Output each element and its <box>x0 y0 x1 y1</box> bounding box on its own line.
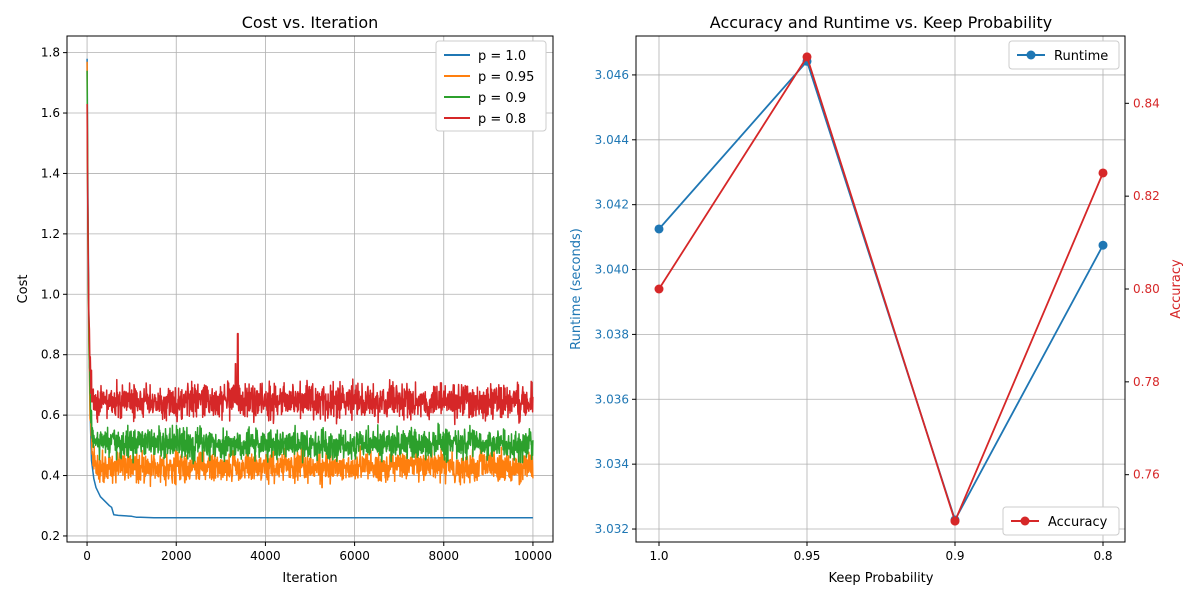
runtime-tick-label: 3.042 <box>595 198 629 212</box>
cost-x-tick-label: 4000 <box>250 549 281 563</box>
cost-x-tick-label: 8000 <box>428 549 459 563</box>
accuracy-series-line <box>658 54 1104 524</box>
accuracy-legend-box <box>1002 506 1120 536</box>
cost-y-tick-label: 1.2 <box>41 227 60 241</box>
cost-legend: p = 1.0 p = 0.95 p = 0.9 p = 0.8 <box>435 40 547 132</box>
cost-grid <box>67 36 553 542</box>
accuracy-tick-label: 0.80 <box>1133 282 1160 296</box>
cost-chart: 0 2000 4000 6000 8000 10000 0.2 0.4 0.6 0.8 1.0 1.2… <box>16 13 554 586</box>
cost-series-line <box>86 70 534 465</box>
cost-x-tick-label: 6000 <box>339 549 370 563</box>
runtime-tick-label: 3.040 <box>595 263 629 277</box>
runtime-tick-label: 3.046 <box>595 68 629 82</box>
accuracy-runtime-chart: 1.0 0.95 0.9 0.8 3.032 3.034 3.036 3.038 3.040 3.… <box>569 13 1184 586</box>
keep-prob-tick-label: 0.9 <box>945 549 964 563</box>
cost-series-line <box>86 61 534 489</box>
cost-y-axis-label: Cost <box>16 275 31 304</box>
accuracy-tick-label: 0.76 <box>1133 468 1160 482</box>
runtime-tick-label: 3.044 <box>595 133 629 147</box>
runtime-tick-label: 3.034 <box>595 457 629 471</box>
cost-series-line <box>86 103 534 426</box>
cost-y-tick-label: 1.8 <box>41 46 60 60</box>
accuracy-tick-label: 0.78 <box>1133 375 1160 389</box>
cost-legend-label: p = 0.8 <box>478 112 526 127</box>
cost-y-tick-label: 0.4 <box>41 469 60 483</box>
accuracy-legend-label: Accuracy <box>1048 515 1108 530</box>
accuracy-tick-label: 0.84 <box>1133 96 1160 110</box>
cost-y-tick-label: 0.2 <box>41 529 60 543</box>
accuracy-tick-label: 0.82 <box>1133 189 1160 203</box>
accuracy-runtime-chart-title: Accuracy and Runtime vs. Keep Probabilit… <box>710 13 1052 32</box>
cost-x-tick-label: 2000 <box>161 549 192 563</box>
cost-ticks: 0 2000 4000 6000 8000 10000 0.2 0.4 0.6 0.8 1.0 1.2… <box>41 46 552 563</box>
accuracy-point <box>802 52 812 62</box>
cost-series-group <box>86 58 534 519</box>
runtime-tick-label: 3.038 <box>595 327 629 341</box>
cost-plot-frame <box>66 35 554 543</box>
cost-y-tick-label: 1.6 <box>41 106 60 120</box>
runtime-grid <box>636 36 1125 542</box>
keep-probability-axis-label: Keep Probability <box>829 571 934 586</box>
cost-y-tick-label: 0.8 <box>41 348 60 362</box>
cost-y-tick-label: 1.0 <box>41 287 60 301</box>
runtime-legend-marker <box>1026 50 1036 60</box>
runtime-legend-label: Runtime <box>1054 49 1108 64</box>
cost-chart-title: Cost vs. Iteration <box>242 13 379 32</box>
runtime-legend-box <box>1008 40 1120 70</box>
keep-prob-tick-label: 0.95 <box>794 549 821 563</box>
cost-x-axis-label: Iteration <box>282 571 337 586</box>
cost-x-tick-label: 0 <box>83 549 91 563</box>
keep-prob-tick-label: 1.0 <box>649 549 668 563</box>
keep-prob-tick-label: 0.8 <box>1093 549 1112 563</box>
cost-legend-label: p = 0.9 <box>478 91 526 106</box>
cost-x-tick-label: 10000 <box>514 549 552 563</box>
accuracy-point <box>950 516 960 526</box>
runtime-axis-label: Runtime (seconds) <box>569 228 584 350</box>
runtime-accuracy-series-group <box>654 52 1108 526</box>
cost-legend-label: p = 1.0 <box>478 49 526 64</box>
accuracy-axis-label: Accuracy <box>1169 259 1184 319</box>
cost-legend-box <box>435 40 547 132</box>
runtime-point <box>654 224 664 234</box>
runtime-point <box>1098 240 1108 250</box>
accuracy-point <box>654 284 664 294</box>
runtime-tick-label: 3.032 <box>595 522 629 536</box>
cost-y-tick-label: 0.6 <box>41 408 60 422</box>
runtime-tick-label: 3.036 <box>595 392 629 406</box>
accuracy-point <box>1098 168 1108 178</box>
runtime-ticks: 1.0 0.95 0.9 0.8 3.032 3.034 3.036 3.038 3.040 3.… <box>595 68 1160 563</box>
runtime-accuracy-legends: Runtime Accuracy <box>1002 40 1120 536</box>
cost-y-tick-label: 1.4 <box>41 166 60 180</box>
cost-legend-label: p = 0.95 <box>478 70 534 85</box>
accuracy-legend-marker <box>1020 516 1030 526</box>
